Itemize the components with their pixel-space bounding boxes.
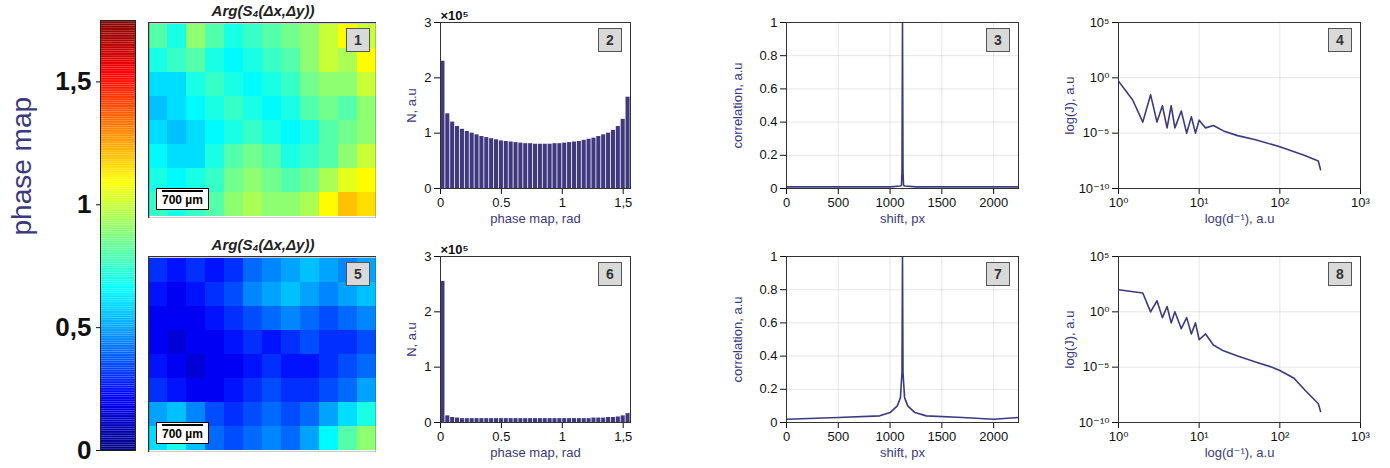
svg-text:1500: 1500 (927, 195, 956, 210)
svg-text:10⁰: 10⁰ (1090, 70, 1110, 85)
svg-text:10⁰: 10⁰ (1109, 429, 1129, 444)
svg-text:correlation, a.u: correlation, a.u (730, 297, 745, 383)
svg-text:0.8: 0.8 (759, 48, 777, 63)
svg-text:1: 1 (77, 189, 91, 219)
svg-text:10⁻⁵: 10⁻⁵ (1083, 125, 1110, 140)
svg-text:10¹: 10¹ (1190, 429, 1209, 444)
svg-text:1: 1 (559, 429, 566, 444)
svg-text:10⁻¹⁰: 10⁻¹⁰ (1079, 181, 1110, 196)
svg-text:10²: 10² (1270, 429, 1289, 444)
svg-text:0.6: 0.6 (759, 315, 777, 330)
svg-text:phase map, rad: phase map, rad (490, 445, 580, 460)
svg-text:1,5: 1,5 (614, 429, 632, 444)
svg-text:1: 1 (424, 359, 431, 374)
svg-text:10³: 10³ (1351, 195, 1370, 210)
html-text:700 µm: 700 µm (162, 427, 203, 441)
svg-text:500: 500 (827, 429, 849, 444)
svg-text:1: 1 (770, 15, 777, 30)
svg-text:500: 500 (827, 195, 849, 210)
svg-text:1: 1 (424, 125, 431, 140)
svg-text:1: 1 (559, 195, 566, 210)
html-text:4: 4 (1336, 32, 1344, 48)
svg-text:0.2: 0.2 (759, 381, 777, 396)
svg-text:correlation, a.u: correlation, a.u (730, 63, 745, 149)
html-text:7: 7 (994, 266, 1002, 282)
svg-text:0: 0 (783, 429, 790, 444)
html-text:5: 5 (354, 266, 362, 282)
svg-text:shift, px: shift, px (880, 445, 925, 460)
svg-text:10⁰: 10⁰ (1109, 195, 1129, 210)
svg-text:2000: 2000 (979, 195, 1008, 210)
svg-text:10⁵: 10⁵ (1090, 15, 1110, 30)
svg-text:N, a.u: N, a.u (404, 322, 419, 357)
svg-text:1000: 1000 (876, 195, 905, 210)
svg-text:0: 0 (783, 195, 790, 210)
svg-text:0.5: 0.5 (492, 429, 510, 444)
svg-text:log(d⁻¹), a.u: log(d⁻¹), a.u (1205, 211, 1275, 226)
html-text:Arg(S₄(Δx,Δy)): Arg(S₄(Δx,Δy)) (211, 2, 315, 19)
svg-text:1000: 1000 (876, 429, 905, 444)
svg-text:0.6: 0.6 (759, 81, 777, 96)
html-text:8: 8 (1336, 266, 1344, 282)
html-text:2: 2 (606, 32, 614, 48)
svg-text:1,5: 1,5 (55, 66, 91, 96)
html-text:700 µm: 700 µm (162, 193, 203, 207)
html-text:Arg(S₄(Δx,Δy)): Arg(S₄(Δx,Δy)) (211, 236, 315, 253)
svg-text:0.8: 0.8 (759, 282, 777, 297)
svg-text:×10⁵: ×10⁵ (441, 8, 469, 23)
svg-text:N, a.u: N, a.u (404, 88, 419, 123)
svg-text:2000: 2000 (979, 429, 1008, 444)
svg-text:0: 0 (437, 429, 444, 444)
svg-text:phase map: phase map (6, 97, 37, 236)
svg-text:log(J), a.u: log(J), a.u (1062, 311, 1077, 369)
svg-text:10¹: 10¹ (1190, 195, 1209, 210)
svg-text:10⁻¹⁰: 10⁻¹⁰ (1079, 415, 1110, 430)
svg-text:2: 2 (424, 70, 431, 85)
svg-text:phase map, rad: phase map, rad (490, 211, 580, 226)
svg-text:shift, px: shift, px (880, 211, 925, 226)
svg-text:0.2: 0.2 (759, 147, 777, 162)
svg-text:3: 3 (424, 15, 431, 30)
html-text:6: 6 (606, 266, 614, 282)
svg-text:10³: 10³ (1351, 429, 1370, 444)
html-text:1: 1 (354, 32, 362, 48)
svg-text:0: 0 (424, 181, 431, 196)
svg-text:0: 0 (437, 195, 444, 210)
svg-text:log(J), a.u: log(J), a.u (1062, 77, 1077, 135)
svg-text:0.4: 0.4 (759, 114, 777, 129)
svg-text:0.5: 0.5 (492, 195, 510, 210)
svg-text:10²: 10² (1270, 195, 1289, 210)
svg-text:3: 3 (424, 249, 431, 264)
svg-text:1: 1 (770, 249, 777, 264)
svg-text:2: 2 (424, 304, 431, 319)
svg-text:0: 0 (424, 415, 431, 430)
svg-text:0: 0 (770, 415, 777, 430)
svg-text:0,5: 0,5 (55, 312, 91, 342)
svg-text:10⁻⁵: 10⁻⁵ (1083, 359, 1110, 374)
svg-text:0: 0 (770, 181, 777, 196)
svg-text:0.4: 0.4 (759, 348, 777, 363)
svg-text:×10⁵: ×10⁵ (441, 242, 469, 257)
svg-text:1500: 1500 (927, 429, 956, 444)
html-text:3: 3 (994, 32, 1002, 48)
svg-text:10⁰: 10⁰ (1090, 304, 1110, 319)
svg-text:log(d⁻¹), a.u: log(d⁻¹), a.u (1205, 445, 1275, 460)
svg-text:10⁵: 10⁵ (1090, 249, 1110, 264)
svg-text:1,5: 1,5 (614, 195, 632, 210)
svg-text:0: 0 (77, 435, 91, 465)
